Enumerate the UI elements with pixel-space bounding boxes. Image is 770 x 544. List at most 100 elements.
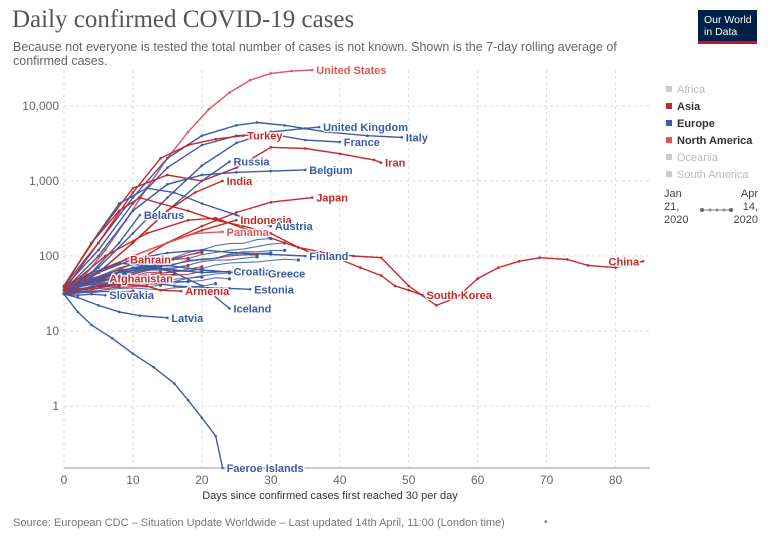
- time-start-label: Jan 21, 2020: [664, 188, 689, 226]
- owid-logo[interactable]: Our World in Data: [698, 10, 757, 44]
- legend-item[interactable]: Europe: [666, 116, 752, 133]
- data-point: [214, 216, 217, 220]
- data-point: [104, 277, 107, 280]
- series-label[interactable]: China: [607, 255, 641, 270]
- data-point: [303, 138, 307, 142]
- legend-item[interactable]: Oceania: [666, 150, 752, 167]
- series-line[interactable]: [63, 277, 251, 294]
- data-point: [324, 251, 328, 255]
- series-label[interactable]: India: [225, 175, 254, 190]
- series-line[interactable]: [63, 187, 272, 287]
- data-point: [434, 304, 438, 307]
- source-note: Source: European CDC – Situation Update …: [13, 517, 505, 529]
- legend-item[interactable]: Africa: [666, 82, 752, 99]
- x-tick-label: 40: [333, 473, 347, 487]
- series-label[interactable]: Finland: [308, 250, 350, 265]
- data-point: [166, 264, 169, 267]
- series-label[interactable]: Belgium: [308, 164, 354, 179]
- data-point: [352, 254, 355, 258]
- series-label[interactable]: Bahrain: [129, 253, 173, 268]
- series-label[interactable]: Faeroe Islands: [225, 462, 305, 477]
- data-point: [131, 266, 135, 269]
- data-point: [214, 434, 217, 438]
- x-tick-label: 0: [61, 473, 68, 487]
- time-slider[interactable]: [664, 188, 764, 230]
- series-lines: [62, 68, 645, 470]
- data-point: [97, 266, 100, 269]
- data-point: [228, 91, 231, 94]
- series-label[interactable]: France: [343, 136, 382, 151]
- x-tick-label: 60: [471, 473, 485, 487]
- series-label[interactable]: Turkey: [246, 129, 285, 144]
- background-series-end-dot: [227, 277, 232, 281]
- series-label[interactable]: Croatia: [232, 265, 273, 280]
- series-label[interactable]: Latvia: [170, 312, 205, 327]
- data-point: [131, 209, 135, 213]
- series-label[interactable]: Belarus: [143, 209, 186, 224]
- series-label[interactable]: Italy: [405, 131, 430, 146]
- data-point: [131, 232, 135, 235]
- data-point: [565, 258, 569, 261]
- series-label[interactable]: Slovakia: [108, 289, 156, 304]
- series-line[interactable]: [63, 169, 306, 291]
- data-point: [379, 161, 383, 164]
- data-point: [117, 261, 121, 265]
- series-label[interactable]: South Korea: [425, 289, 494, 304]
- data-point: [173, 382, 176, 385]
- series-line[interactable]: [63, 293, 168, 319]
- data-point: [269, 232, 273, 235]
- legend: Africa Asia Europe North America Oceania Sout…: [666, 82, 752, 184]
- series-label[interactable]: United States: [315, 64, 388, 79]
- data-point: [255, 232, 259, 235]
- data-point: [145, 264, 149, 267]
- data-point: [269, 169, 273, 173]
- series-line[interactable]: [63, 258, 127, 294]
- legend-label: Oceania: [677, 152, 718, 164]
- data-point: [166, 251, 169, 255]
- time-handle-end[interactable]: [729, 208, 733, 212]
- series-line[interactable]: [63, 249, 306, 294]
- series-label[interactable]: Panama: [225, 226, 271, 241]
- series-line[interactable]: [63, 283, 182, 295]
- legend-item[interactable]: South America: [666, 167, 752, 184]
- data-point: [200, 228, 204, 232]
- series-label[interactable]: Greece: [267, 267, 307, 282]
- series-label[interactable]: United Kingdom: [322, 121, 410, 136]
- y-tick-label: 10: [46, 324, 60, 338]
- series-label[interactable]: Armenia: [184, 285, 231, 300]
- legend-swatch: [666, 103, 672, 109]
- data-point: [117, 268, 121, 272]
- series-label[interactable]: Iceland: [232, 302, 272, 317]
- series-label[interactable]: Austria: [274, 220, 315, 235]
- series-label[interactable]: Estonia: [253, 283, 296, 298]
- series-line[interactable]: [63, 293, 106, 296]
- legend-swatch: [666, 154, 672, 160]
- data-point: [97, 277, 100, 280]
- data-point: [83, 277, 86, 280]
- data-point: [159, 288, 162, 292]
- data-point: [166, 209, 169, 213]
- data-point: [104, 254, 107, 258]
- data-point: [359, 266, 362, 269]
- data-point: [614, 266, 617, 269]
- series-label[interactable]: Japan: [315, 191, 350, 206]
- legend-item[interactable]: North America: [666, 133, 752, 150]
- data-point: [248, 78, 252, 82]
- time-handle-start[interactable]: [700, 208, 704, 212]
- legend-item[interactable]: Asia: [666, 99, 752, 116]
- data-point: [269, 224, 273, 228]
- time-range-control[interactable]: Jan 21, 2020 Apr 14, 2020: [664, 188, 764, 230]
- data-point: [200, 268, 204, 272]
- series-label[interactable]: Indonesia: [239, 214, 294, 229]
- data-point: [497, 266, 500, 269]
- data-point: [166, 157, 169, 160]
- series-label[interactable]: Russia: [232, 155, 271, 170]
- data-point: [76, 310, 80, 314]
- series-label[interactable]: Afghanistan: [108, 272, 174, 287]
- time-end-label: Apr 14, 2020: [733, 188, 758, 226]
- data-point: [303, 147, 307, 150]
- data-point: [90, 241, 93, 245]
- data-point: [166, 166, 169, 169]
- data-point: [166, 241, 169, 245]
- series-label[interactable]: Iran: [384, 156, 407, 171]
